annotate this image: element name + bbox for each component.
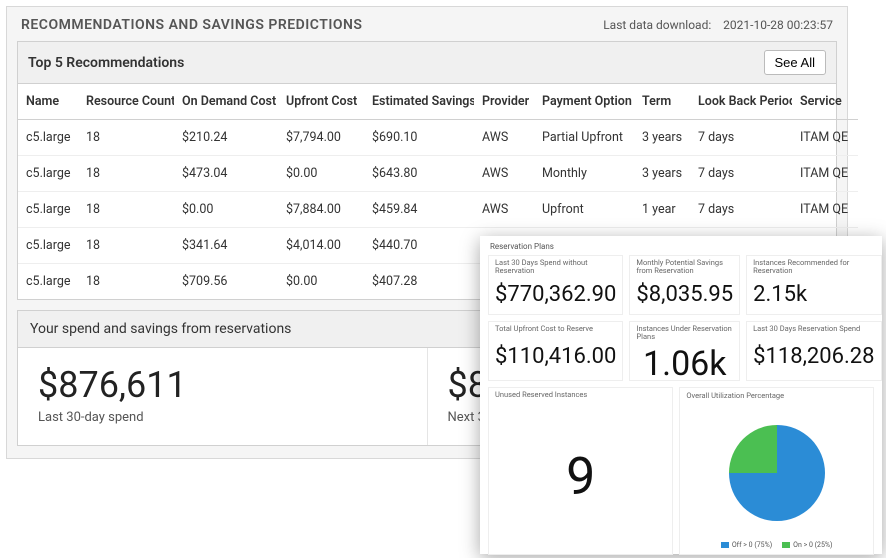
- top5-header: Top 5 Recommendations See All: [18, 42, 836, 84]
- table-cell: $0.00: [278, 264, 364, 300]
- metric-label: Last 30 Days Spend without Reservation: [495, 259, 616, 276]
- metric-label: Total Upfront Cost to Reserve: [495, 325, 616, 333]
- metric-value: $110,416.00: [495, 335, 616, 378]
- table-cell: $473.04: [174, 156, 278, 192]
- utilization-pie-card: Overall Utilization Percentage Off > 0 (…: [679, 387, 874, 555]
- table-cell: AWS: [474, 120, 534, 156]
- metric-value: $118,206.28: [753, 335, 874, 378]
- table-cell: 1 year: [634, 192, 690, 228]
- table-header-cell: Resource Count: [78, 84, 174, 120]
- table-cell: 18: [78, 120, 174, 156]
- see-all-button[interactable]: See All: [764, 50, 826, 75]
- table-cell: $0.00: [278, 156, 364, 192]
- table-cell: $690.10: [364, 120, 474, 156]
- metric-label: Last 30 Days Reservation Spend: [753, 325, 874, 333]
- table-cell: $7,794.00: [278, 120, 364, 156]
- table-header-row: NameResource CountOn Demand CostUpfront …: [18, 84, 858, 120]
- table-cell: $341.64: [174, 228, 278, 264]
- table-cell: $459.84: [364, 192, 474, 228]
- table-header-cell: Name: [18, 84, 78, 120]
- unused-value: 9: [495, 401, 666, 551]
- metric-card: Monthly Potential Savings from Reservati…: [629, 255, 740, 315]
- metric-card: Instances Under Reservation Plans 1.06k: [629, 321, 740, 381]
- table-cell: 3 years: [634, 156, 690, 192]
- table-cell: $643.80: [364, 156, 474, 192]
- table-cell: AWS: [474, 156, 534, 192]
- table-cell: Partial Upfront: [534, 120, 634, 156]
- pie-legend: Off > 0 (75%) On > 0 (25%): [686, 541, 867, 551]
- table-cell: ITAM QE: [792, 120, 858, 156]
- table-cell: 7 days: [690, 156, 792, 192]
- spend-last30-value: $876,611: [38, 364, 407, 406]
- unused-label: Unused Reserved Instances: [495, 391, 666, 399]
- pie-slice: [729, 425, 777, 473]
- last-download-label: Last data download:: [603, 18, 711, 32]
- metric-card: Last 30 Days Reservation Spend $118,206.2…: [746, 321, 881, 381]
- table-cell: $440.70: [364, 228, 474, 264]
- table-cell: 7 days: [690, 192, 792, 228]
- table-header-cell: Estimated Savings: [364, 84, 474, 120]
- last-download: Last data download: 2021-10-28 00:23:57: [603, 18, 833, 32]
- table-cell: ITAM QE: [792, 156, 858, 192]
- table-row[interactable]: c5.large18$210.24$7,794.00$690.10AWSPart…: [18, 120, 858, 156]
- metric-value: 2.15k: [753, 278, 874, 313]
- dash-title: Reservation Plans: [488, 240, 874, 255]
- metric-card: Total Upfront Cost to Reserve $110,416.00: [488, 321, 623, 381]
- table-cell: $407.28: [364, 264, 474, 300]
- dash-bottom-row: Unused Reserved Instances 9 Overall Util…: [488, 387, 874, 555]
- spend-last30-label: Last 30-day spend: [38, 410, 407, 425]
- legend-item-on: On > 0 (25%): [782, 541, 832, 549]
- metric-value: $770,362.90: [495, 278, 616, 313]
- panel-title: RECOMMENDATIONS AND SAVINGS PREDICTIONS: [21, 17, 362, 33]
- table-cell: AWS: [474, 192, 534, 228]
- pie-label: Overall Utilization Percentage: [686, 391, 867, 400]
- table-header-cell: Look Back Period: [690, 84, 792, 120]
- table-cell: 18: [78, 228, 174, 264]
- table-cell: 7 days: [690, 120, 792, 156]
- table-header-cell: Provider: [474, 84, 534, 120]
- table-cell: 18: [78, 192, 174, 228]
- table-cell: $709.56: [174, 264, 278, 300]
- metric-label: Monthly Potential Savings from Reservati…: [636, 259, 733, 276]
- table-cell: 3 years: [634, 120, 690, 156]
- metric-label: Instances Recommended for Reservation: [753, 259, 874, 276]
- table-header-cell: On Demand Cost: [174, 84, 278, 120]
- table-cell: $7,884.00: [278, 192, 364, 228]
- table-cell: $4,014.00: [278, 228, 364, 264]
- legend-item-off: Off > 0 (75%): [721, 541, 772, 549]
- table-cell: c5.large: [18, 192, 78, 228]
- top5-title: Top 5 Recommendations: [28, 55, 184, 71]
- table-header-cell: Service: [792, 84, 858, 120]
- table-header-cell: Payment Option: [534, 84, 634, 120]
- pie-chart: [686, 404, 867, 541]
- metric-card: Instances Recommended for Reservation 2.1…: [746, 255, 881, 315]
- reservation-dashboard: Reservation Plans Last 30 Days Spend wit…: [480, 236, 882, 554]
- metric-card: Last 30 Days Spend without Reservation $7…: [488, 255, 623, 315]
- table-cell: c5.large: [18, 264, 78, 300]
- spend-col-last30: $876,611 Last 30-day spend: [18, 348, 427, 445]
- table-row[interactable]: c5.large18$0.00$7,884.00$459.84AWSUpfron…: [18, 192, 858, 228]
- table-cell: c5.large: [18, 156, 78, 192]
- table-cell: 18: [78, 264, 174, 300]
- panel-header: RECOMMENDATIONS AND SAVINGS PREDICTIONS …: [7, 7, 847, 41]
- table-cell: $210.24: [174, 120, 278, 156]
- table-cell: Upfront: [534, 192, 634, 228]
- table-cell: Monthly: [534, 156, 634, 192]
- metric-label: Instances Under Reservation Plans: [636, 325, 733, 342]
- last-download-value: 2021-10-28 00:23:57: [723, 18, 833, 32]
- table-cell: $0.00: [174, 192, 278, 228]
- unused-instances-card: Unused Reserved Instances 9: [488, 387, 673, 555]
- table-cell: c5.large: [18, 120, 78, 156]
- metric-value: $8,035.95: [636, 278, 733, 313]
- table-cell: ITAM QE: [792, 192, 858, 228]
- metric-value: 1.06k: [636, 344, 733, 384]
- table-row[interactable]: c5.large18$473.04$0.00$643.80AWSMonthly3…: [18, 156, 858, 192]
- table-cell: 18: [78, 156, 174, 192]
- dash-metrics-grid: Last 30 Days Spend without Reservation $7…: [488, 255, 874, 381]
- table-header-cell: Term: [634, 84, 690, 120]
- table-cell: c5.large: [18, 228, 78, 264]
- table-header-cell: Upfront Cost: [278, 84, 364, 120]
